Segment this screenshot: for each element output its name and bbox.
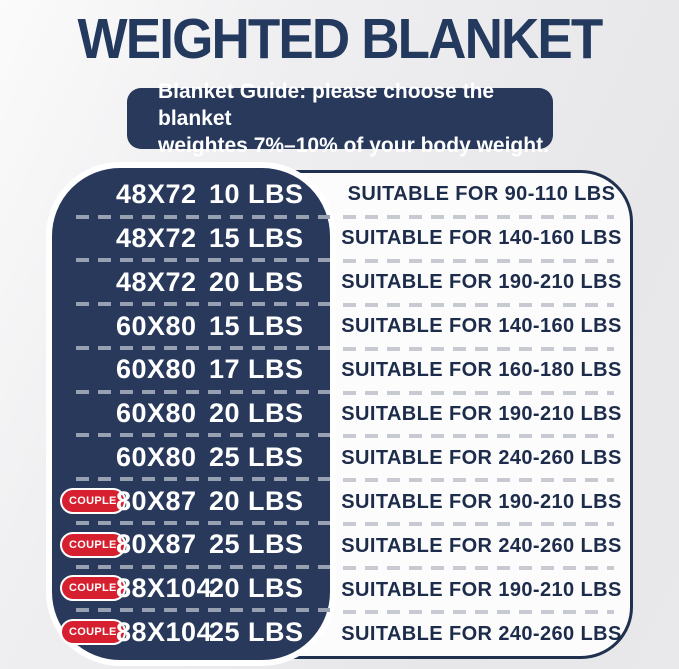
table-row: SUITABLE FOR 90-110 LBS <box>333 173 630 219</box>
couple-badge: COUPLE <box>60 488 126 514</box>
blanket-weight: 15 LBS <box>209 223 304 254</box>
size-weight-panel: 48X72 10 LBS 48X72 15 LBS 48X72 20 LBS 6… <box>46 162 336 666</box>
blanket-weight: 17 LBS <box>209 354 304 385</box>
suitable-range: SUITABLE FOR 240-260 LBS <box>341 534 622 557</box>
couple-badge: COUPLE <box>60 575 126 602</box>
table-row: 60X80 25 LBS <box>52 435 330 481</box>
suitable-range: SUITABLE FOR 190-210 LBS <box>341 490 622 513</box>
blanket-size: 80X87 <box>116 485 197 516</box>
blanket-size: 88X104 <box>116 572 213 603</box>
suitable-range: SUITABLE FOR 140-160 LBS <box>341 227 622 250</box>
banner-line-2: weightes 7%–10% of your body weight. <box>158 134 549 157</box>
suitable-range: SUITABLE FOR 240-260 LBS <box>341 622 622 645</box>
table-row: SUITABLE FOR 190-210 LBS <box>333 261 630 307</box>
banner-line-1: Blanket Guide: please choose the blanket <box>158 80 495 130</box>
table-row: SUITABLE FOR 190-210 LBS <box>333 480 630 527</box>
suitable-range: SUITABLE FOR 190-210 LBS <box>341 402 622 425</box>
table-row: SUITABLE FOR 240-260 LBS <box>333 436 630 483</box>
couple-badge: COUPLE <box>60 619 126 646</box>
blanket-weight: 25 LBS <box>209 441 304 472</box>
blanket-size: 48X72 <box>116 223 197 254</box>
blanket-size: 60X80 <box>116 310 197 341</box>
blanket-weight: 20 LBS <box>209 398 304 429</box>
table-row: SUITABLE FOR 190-210 LBS <box>333 393 630 439</box>
suitable-range: SUITABLE FOR 190-210 LBS <box>341 578 622 601</box>
blanket-weight: 20 LBS <box>209 572 304 603</box>
blanket-weight: 20 LBS <box>209 485 304 516</box>
table-row: COUPLE 88X104 20 LBS <box>52 567 330 613</box>
table-row: SUITABLE FOR 140-160 LBS <box>333 217 630 263</box>
blanket-size: 48X72 <box>116 179 197 210</box>
suitable-range: SUITABLE FOR 190-210 LBS <box>341 271 622 294</box>
blanket-weight: 25 LBS <box>209 529 304 560</box>
couple-badge: COUPLE <box>60 531 126 558</box>
suitable-range: SUITABLE FOR 90-110 LBS <box>347 183 616 206</box>
blanket-size: 60X80 <box>116 354 197 385</box>
blanket-weight: 15 LBS <box>209 310 304 341</box>
blanket-size: 80X87 <box>116 529 197 560</box>
blanket-weight: 20 LBS <box>209 266 304 297</box>
table-row: SUITABLE FOR 190-210 LBS <box>333 568 630 614</box>
suitable-range: SUITABLE FOR 240-260 LBS <box>341 446 622 469</box>
table-row: 48X72 10 LBS <box>52 173 330 219</box>
blanket-guide-banner: Blanket Guide: please choose the blanket… <box>127 80 553 157</box>
table-row: COUPLE 80X87 20 LBS <box>52 479 330 525</box>
blanket-size: 60X80 <box>116 398 197 429</box>
table-row: SUITABLE FOR 160-180 LBS <box>333 349 630 395</box>
page-title: WEIGHTED BLANKET <box>77 7 604 71</box>
table-row: 60X80 15 LBS <box>52 304 330 350</box>
table-row: SUITABLE FOR 240-260 LBS <box>333 524 630 571</box>
table-row: 48X72 15 LBS <box>52 217 330 263</box>
blanket-weight: 10 LBS <box>209 179 304 210</box>
suitable-range: SUITABLE FOR 160-180 LBS <box>341 359 622 382</box>
blanket-size: 48X72 <box>116 266 197 297</box>
table-row: SUITABLE FOR 140-160 LBS <box>333 305 630 351</box>
table-row: SUITABLE FOR 240-260 LBS <box>333 612 630 656</box>
blanket-size: 88X104 <box>116 616 213 647</box>
blanket-weight: 25 LBS <box>209 616 304 647</box>
table-row: 60X80 17 LBS <box>52 348 330 394</box>
blanket-size: 60X80 <box>116 441 197 472</box>
table-row: COUPLE 80X87 25 LBS <box>52 523 330 569</box>
table-row: 48X72 20 LBS <box>52 260 330 306</box>
table-row: 60X80 20 LBS <box>52 392 330 438</box>
table-row: COUPLE 88X104 25 LBS <box>52 610 330 654</box>
suitable-range: SUITABLE FOR 140-160 LBS <box>341 315 622 338</box>
